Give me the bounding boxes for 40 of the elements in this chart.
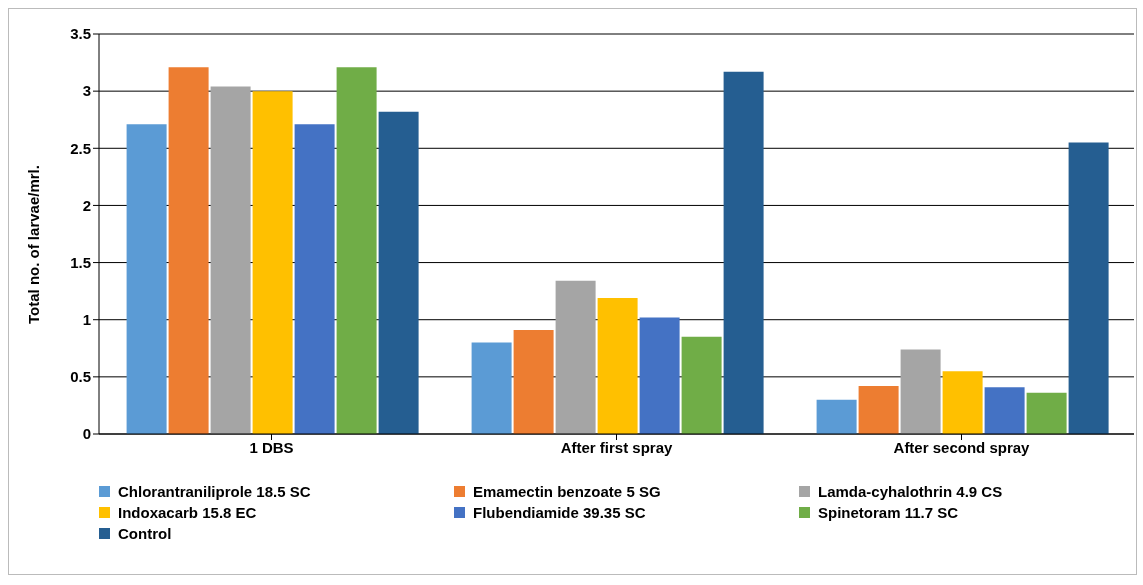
- legend-label: Chlorantraniliprole 18.5 SC: [118, 483, 311, 500]
- bar: [555, 280, 596, 434]
- x-tick-label: After second spray: [893, 438, 1031, 456]
- bar: [168, 67, 209, 434]
- bar: [252, 91, 293, 434]
- y-tick-label: 3.5: [70, 25, 91, 43]
- bar: [900, 349, 941, 434]
- legend-label: Control: [118, 525, 172, 542]
- bar: [942, 371, 983, 434]
- bar: [210, 86, 251, 434]
- y-tick-label: 3: [82, 82, 91, 100]
- bar: [378, 111, 419, 434]
- bar: [816, 399, 857, 434]
- bar: [858, 386, 899, 434]
- bar: [597, 298, 638, 434]
- x-tick-label: 1 DBS: [249, 438, 294, 456]
- bar: [126, 124, 167, 434]
- legend-label: Emamectin benzoate 5 SG: [473, 483, 661, 500]
- x-tick-label: After first spray: [560, 438, 674, 456]
- legend-label: Flubendiamide 39.35 SC: [473, 504, 646, 521]
- bar: [1026, 392, 1067, 434]
- bar: [336, 67, 377, 434]
- bar: [984, 387, 1025, 434]
- bar: [639, 317, 680, 434]
- legend-label: Indoxacarb 15.8 EC: [118, 504, 257, 521]
- bar: [681, 336, 722, 434]
- y-tick-label: 0: [82, 425, 91, 443]
- legend-label: Spinetoram 11.7 SC: [818, 504, 959, 521]
- y-tick-label: 2: [82, 196, 91, 214]
- bar: [471, 342, 512, 434]
- bar: [1068, 142, 1109, 434]
- y-tick-label: 1.5: [70, 253, 91, 271]
- bar: [513, 330, 554, 434]
- bar: [294, 124, 335, 434]
- bar: [723, 71, 764, 434]
- y-tick-label: 0.5: [70, 368, 91, 386]
- y-tick-label: 1: [82, 311, 91, 329]
- y-axis-title: Total no. of larvae/mrl.: [25, 165, 43, 324]
- legend-label: Lamda-cyhalothrin 4.9 CS: [818, 483, 1003, 500]
- y-tick-label: 2.5: [70, 139, 91, 157]
